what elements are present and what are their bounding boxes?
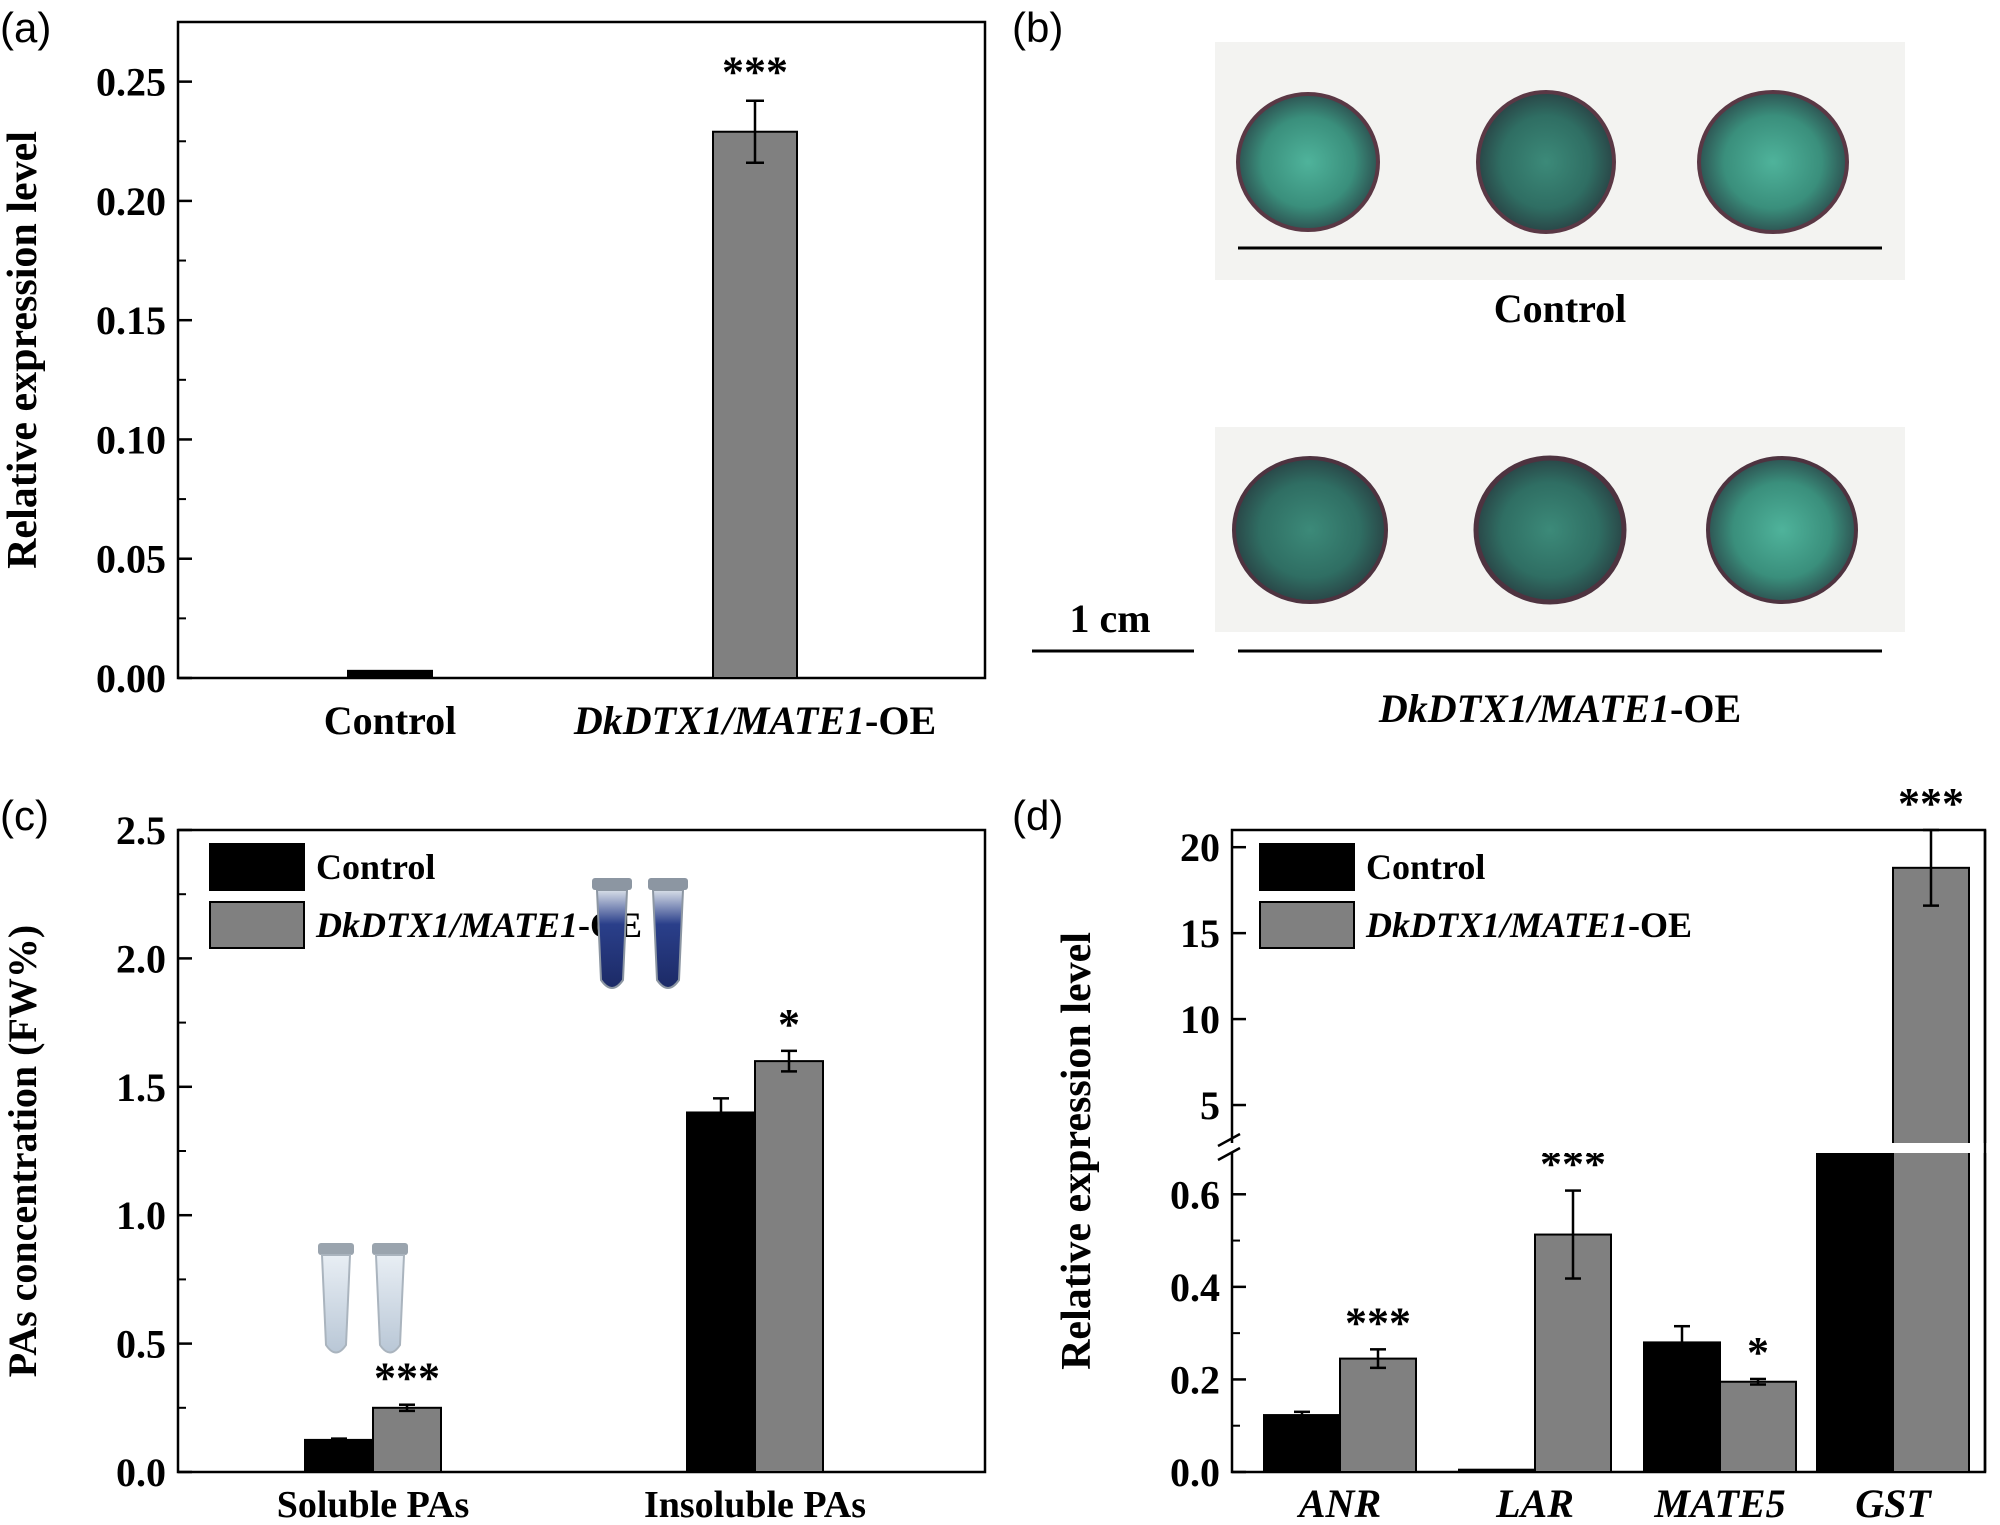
legend-swatch — [209, 843, 305, 891]
bar — [712, 130, 798, 680]
photo-panel-b: Control 1 cm DkDTX1/MATE1-OE — [1032, 42, 1905, 731]
bar — [754, 1060, 824, 1473]
x-tick-label: Control — [324, 698, 457, 743]
bar — [1719, 1380, 1797, 1473]
legend-swatch — [1259, 901, 1355, 949]
y-tick-label: 0.0 — [116, 1450, 166, 1495]
leaf-disc — [1473, 455, 1627, 605]
y-tick-label: 20 — [1180, 825, 1220, 870]
y-axis-label: Relative expression level — [0, 131, 46, 569]
group-label-control: Control — [1494, 286, 1627, 331]
significance-label: *** — [722, 48, 788, 97]
bar — [686, 1111, 756, 1473]
chart-panel-a: 0.00 0.05 0.10 0.15 0.20 0.25 Relative express… — [0, 20, 987, 743]
chart-panel-c: 0.0 0.5 1.0 1.5 2.0 2.5 PAs concentration (FW%… — [0, 808, 987, 1525]
x-tick-label: LAR — [1495, 1481, 1574, 1525]
group-label-oe-italic: DkDTX1/MATE1 — [1378, 686, 1670, 731]
bar — [1643, 1341, 1721, 1474]
legend-swatch — [1259, 843, 1355, 891]
panel-label-c: (c) — [0, 792, 49, 839]
y-axis-label: PAs concentration (FW%) — [0, 925, 45, 1378]
tube — [320, 1254, 352, 1354]
bar — [1458, 1468, 1536, 1473]
leaf-disc — [1236, 92, 1380, 232]
group-label-oe: DkDTX1/MATE1-OE — [1378, 686, 1741, 731]
tube — [651, 889, 685, 989]
significance-label: *** — [1898, 779, 1964, 828]
y-tick-label: 0.5 — [116, 1322, 166, 1367]
panel-label-a: (a) — [0, 4, 51, 51]
y-tick-label: 0.20 — [96, 179, 166, 224]
axis-break-gap — [1224, 1143, 1993, 1153]
x-tick-label: Soluble PAs — [277, 1484, 470, 1525]
tube-inset-soluble — [318, 1243, 408, 1354]
y-tick-label: 0.25 — [96, 60, 166, 105]
tube — [374, 1254, 406, 1354]
y-tick-label: 10 — [1180, 997, 1220, 1042]
x-tick-label: ANR — [1296, 1481, 1381, 1525]
tube-cap — [372, 1243, 408, 1255]
bar — [372, 1406, 442, 1474]
tube-cap — [592, 878, 632, 890]
plot-frame — [176, 20, 987, 680]
leaf-disc — [1476, 90, 1616, 234]
y-tick-label: 0.6 — [1170, 1172, 1220, 1217]
x-tick-label: GST — [1855, 1481, 1932, 1525]
legend-swatch — [209, 901, 305, 949]
chart-panel-d: 0.0 0.2 0.4 0.6 5 10 15 20 Relative expression l… — [1054, 779, 1993, 1525]
leaf-disc — [1697, 90, 1849, 234]
y-tick-label: 0.15 — [96, 298, 166, 343]
y-tick-label: 2.5 — [116, 808, 166, 853]
bar — [304, 1438, 374, 1474]
legend-label: DkDTX1/MATE1-OE — [1365, 905, 1692, 945]
bar — [1534, 1233, 1612, 1474]
y-tick-label: 1.0 — [116, 1193, 166, 1238]
legend-label: Control — [316, 847, 435, 887]
x-tick-label: Insoluble PAs — [644, 1484, 866, 1525]
significance-label: *** — [1345, 1298, 1411, 1347]
axis-break-mark — [1217, 1146, 1241, 1162]
y-tick-label: 0.10 — [96, 417, 166, 462]
tube — [595, 889, 629, 989]
tube-cap — [318, 1243, 354, 1255]
bar — [347, 669, 433, 679]
x-tick-label: DkDTX1/MATE1-OE — [573, 698, 936, 743]
tube-inset-insoluble — [592, 878, 688, 989]
x-tick-label: MATE5 — [1653, 1481, 1785, 1525]
panel-label-b: (b) — [1012, 4, 1063, 51]
significance-label: * — [778, 1000, 800, 1049]
y-tick-label: 5 — [1200, 1083, 1220, 1128]
legend-label: Control — [1366, 847, 1485, 887]
bar — [1816, 1147, 1894, 1473]
tube-cap — [648, 878, 688, 890]
y-tick-label: 15 — [1180, 911, 1220, 956]
bar — [1339, 1357, 1417, 1473]
axis-break-mark — [1217, 1132, 1241, 1148]
y-axis-label: Relative expression level — [1054, 932, 1100, 1370]
panel-label-d: (d) — [1012, 792, 1063, 839]
group-label-oe-suffix: -OE — [1670, 686, 1741, 731]
scale-bar-label: 1 cm — [1069, 596, 1150, 641]
y-tick-label: 0.00 — [96, 656, 166, 701]
y-tick-label: 0.4 — [1170, 1265, 1220, 1310]
significance-label: * — [1747, 1328, 1769, 1377]
legend-label: DkDTX1/MATE1-OE — [315, 905, 642, 945]
bar — [1892, 866, 1970, 1473]
y-tick-label: 0.05 — [96, 537, 166, 582]
y-tick-label: 1.5 — [116, 1065, 166, 1110]
y-tick-label: 2.0 — [116, 936, 166, 981]
leaf-disc — [1706, 456, 1858, 604]
y-tick-label: 0.2 — [1170, 1357, 1220, 1402]
y-tick-label: 0.0 — [1170, 1450, 1220, 1495]
bar — [1263, 1414, 1341, 1474]
leaf-disc — [1232, 456, 1388, 604]
significance-label: *** — [374, 1354, 440, 1403]
